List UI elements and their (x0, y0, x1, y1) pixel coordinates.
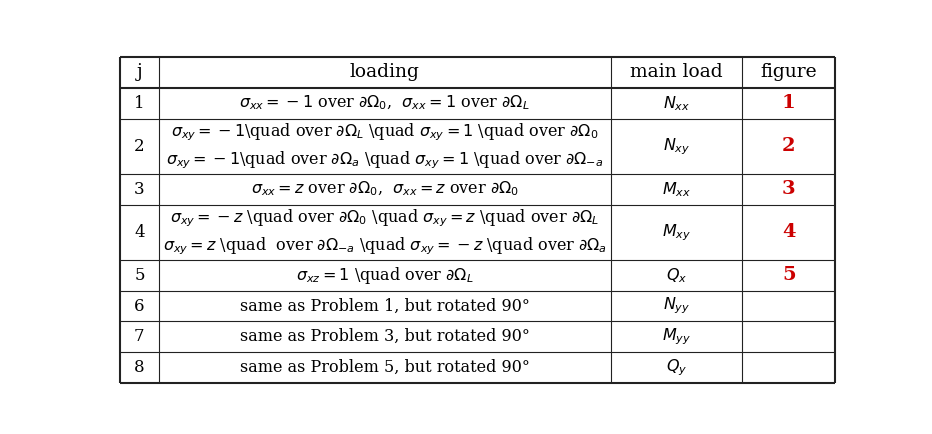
Text: $\sigma_{xy} = -1$\quad over $\partial\Omega_a$ \quad $\sigma_{xy} = 1$ \quad ov: $\sigma_{xy} = -1$\quad over $\partial\O… (166, 150, 603, 171)
Text: $M_{xy}$: $M_{xy}$ (662, 222, 691, 243)
Text: $M_{xx}$: $M_{xx}$ (662, 180, 691, 199)
Text: 3: 3 (782, 180, 796, 198)
Text: $Q_y$: $Q_y$ (665, 357, 687, 378)
Text: $\sigma_{xx} = -1$ over $\partial\Omega_0$,  $\sigma_{xx} = 1$ over $\partial\Om: $\sigma_{xx} = -1$ over $\partial\Omega_… (240, 94, 530, 112)
Text: 5: 5 (782, 266, 796, 284)
Text: $\sigma_{xy} = -z$ \quad over $\partial\Omega_0$ \quad $\sigma_{xy} = z$ \quad o: $\sigma_{xy} = -z$ \quad over $\partial\… (170, 207, 599, 229)
Text: 1: 1 (134, 95, 144, 112)
Text: $\sigma_{xy} = z$ \quad  over $\partial\Omega_{-a}$ \quad $\sigma_{xy} = -z$ \qu: $\sigma_{xy} = z$ \quad over $\partial\O… (163, 236, 607, 257)
Text: 2: 2 (134, 138, 144, 155)
Text: 4: 4 (134, 224, 144, 241)
Text: 7: 7 (134, 328, 144, 345)
Text: figure: figure (761, 63, 817, 82)
Text: j: j (137, 63, 143, 82)
Text: same as Problem 5, but rotated 90°: same as Problem 5, but rotated 90° (240, 359, 529, 376)
Text: $N_{yy}$: $N_{yy}$ (663, 296, 690, 316)
Text: $Q_x$: $Q_x$ (665, 266, 687, 285)
Text: loading: loading (350, 63, 419, 82)
Text: 4: 4 (782, 223, 795, 241)
Text: main load: main load (630, 63, 722, 82)
Text: $\sigma_{xz} = 1$ \quad over $\partial\Omega_L$: $\sigma_{xz} = 1$ \quad over $\partial\O… (295, 265, 473, 286)
Text: $\sigma_{xy} = -1$\quad over $\partial\Omega_L$ \quad $\sigma_{xy} = 1$ \quad ov: $\sigma_{xy} = -1$\quad over $\partial\O… (171, 121, 598, 143)
Text: 5: 5 (134, 267, 144, 284)
Text: $N_{xx}$: $N_{xx}$ (663, 94, 690, 112)
Text: $N_{xy}$: $N_{xy}$ (663, 136, 690, 157)
Text: 6: 6 (134, 297, 144, 315)
Text: 2: 2 (782, 137, 795, 155)
Text: $M_{yy}$: $M_{yy}$ (662, 326, 691, 347)
Text: 1: 1 (782, 94, 796, 112)
Text: 8: 8 (134, 359, 144, 376)
Text: same as Problem 3, but rotated 90°: same as Problem 3, but rotated 90° (240, 328, 529, 345)
Text: 3: 3 (134, 181, 144, 198)
Text: $\sigma_{xx} = z$ over $\partial\Omega_0$,  $\sigma_{xx} = z$ over $\partial\Ome: $\sigma_{xx} = z$ over $\partial\Omega_0… (251, 180, 519, 198)
Text: same as Problem 1, but rotated 90°: same as Problem 1, but rotated 90° (240, 297, 529, 315)
